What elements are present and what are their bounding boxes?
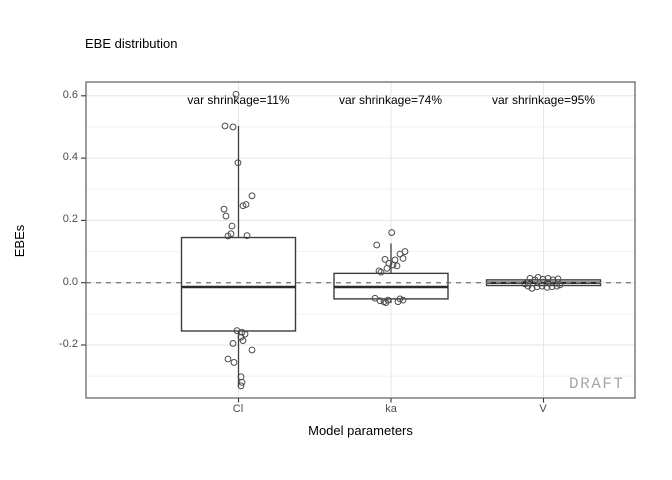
y-tick-label--0.2: -0.2 xyxy=(59,338,78,350)
draft-watermark: DRAFT xyxy=(569,375,625,393)
jitter-point-Cl xyxy=(234,159,242,167)
jitter-point-Cl xyxy=(224,232,232,240)
jitter-point-Cl xyxy=(242,201,250,208)
y-tick-label-0.4: 0.4 xyxy=(62,151,78,163)
annotation-shrinkage-v: var shrinkage=95% xyxy=(491,93,596,107)
jitter-point-V xyxy=(521,280,529,288)
jitter-point-V xyxy=(543,283,551,291)
jitter-point-Cl xyxy=(229,123,237,131)
annotation-shrinkage-ka: var shrinkage=74% xyxy=(338,93,443,107)
jitter-point-Cl xyxy=(237,333,245,341)
jitter-point-Cl xyxy=(229,340,237,347)
jitter-point-V xyxy=(539,275,547,283)
jitter-point-V xyxy=(556,281,564,289)
jitter-point-ka xyxy=(377,268,385,276)
jitter-point-Cl xyxy=(248,192,256,200)
panel-border xyxy=(85,81,636,399)
jitter-point-Cl xyxy=(232,90,240,98)
jitter-point-V xyxy=(553,282,561,290)
jitter-point-ka xyxy=(393,262,401,270)
jitter-point-V xyxy=(533,283,541,291)
jitter-point-Cl xyxy=(224,355,232,363)
jitter-point-ka xyxy=(376,297,384,305)
jitter-point-Cl xyxy=(239,202,247,210)
chart-title: EBE distribution xyxy=(85,36,178,51)
jitter-point-ka xyxy=(373,241,381,249)
jitter-point-Cl xyxy=(222,212,230,220)
jitter-point-V xyxy=(554,275,562,283)
jitter-point-Cl xyxy=(230,359,238,366)
y-tick-label-0.6: 0.6 xyxy=(62,89,78,101)
jitter-point-ka xyxy=(399,255,407,262)
jitter-point-V xyxy=(548,283,556,291)
jitter-point-V xyxy=(538,282,546,290)
y-tick-label-0.2: 0.2 xyxy=(62,213,78,225)
jitter-point-Cl xyxy=(228,222,236,230)
jitter-point-Cl xyxy=(243,232,251,240)
jitter-point-Cl xyxy=(237,382,245,390)
x-tick-label-ka: ka xyxy=(385,403,397,415)
jitter-point-Cl xyxy=(220,205,228,213)
jitter-point-Cl xyxy=(239,337,247,345)
annotation-shrinkage-cl: var shrinkage=11% xyxy=(187,93,290,107)
x-axis-title: Model parameters xyxy=(308,423,413,438)
jitter-point-ka xyxy=(388,229,396,236)
jitter-point-ka xyxy=(382,299,390,307)
x-tick-label-cl: Cl xyxy=(232,403,244,415)
jitter-point-V xyxy=(549,276,557,284)
jitter-point-Cl xyxy=(238,378,246,386)
jitter-point-ka xyxy=(381,255,389,263)
jitter-point-ka xyxy=(389,261,397,269)
y-axis-title: EBEs xyxy=(12,224,27,258)
jitter-point-ka xyxy=(383,264,391,272)
box-Cl xyxy=(180,236,297,332)
jitter-point-Cl xyxy=(248,346,256,354)
jitter-point-Cl xyxy=(221,122,229,130)
x-tick-label-v: V xyxy=(539,403,547,415)
y-tick-label-0.0: 0.0 xyxy=(62,276,78,288)
jitter-point-ka xyxy=(394,298,402,306)
